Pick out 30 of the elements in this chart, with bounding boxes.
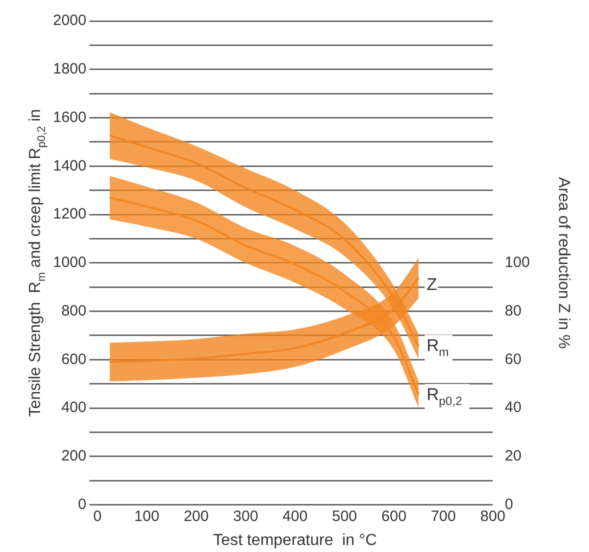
x-tick-label: 200: [184, 508, 209, 525]
y-tick-label: 1400: [52, 157, 86, 174]
x-tick-label: 0: [93, 508, 102, 525]
y-tick-label: 0: [78, 496, 86, 513]
x-axis-title: Test temperature in °C: [213, 532, 377, 549]
x-tick-label: 400: [282, 508, 308, 525]
y-tick-label: 1200: [52, 206, 86, 223]
y-tick-label: 1600: [52, 108, 86, 126]
y2-axis-title: Area of reduction Z in %: [554, 177, 572, 349]
x-tick-label: 300: [233, 508, 258, 525]
x-tick-label: 600: [381, 508, 406, 525]
y-axis-title: Tensile Strength Rm and creep limit Rp0,2 in: [27, 109, 48, 417]
y2-tick-label: 60: [504, 350, 522, 368]
x-tick-label: 500: [332, 508, 358, 525]
y2-tick-label: 40: [504, 399, 522, 416]
y-tick-label: 1800: [52, 60, 86, 78]
y2-tick-label: 80: [504, 302, 522, 320]
x-tick-label: 700: [430, 508, 456, 525]
y-tick-label: 600: [61, 350, 86, 368]
y-tick-label: 400: [61, 399, 86, 416]
y-tick-label: 1000: [52, 254, 86, 272]
series-label: Z: [426, 274, 438, 294]
y2-tick-label: 0: [504, 496, 514, 513]
y-tick-label: 2000: [52, 12, 86, 30]
y2-tick-label: 20: [504, 448, 522, 465]
y-tick-label: 800: [61, 302, 86, 320]
x-tick-label: 800: [480, 508, 506, 525]
x-tick-label: 100: [134, 508, 160, 525]
y2-tick-label: 100: [504, 254, 530, 272]
y-tick-label: 200: [61, 448, 86, 465]
